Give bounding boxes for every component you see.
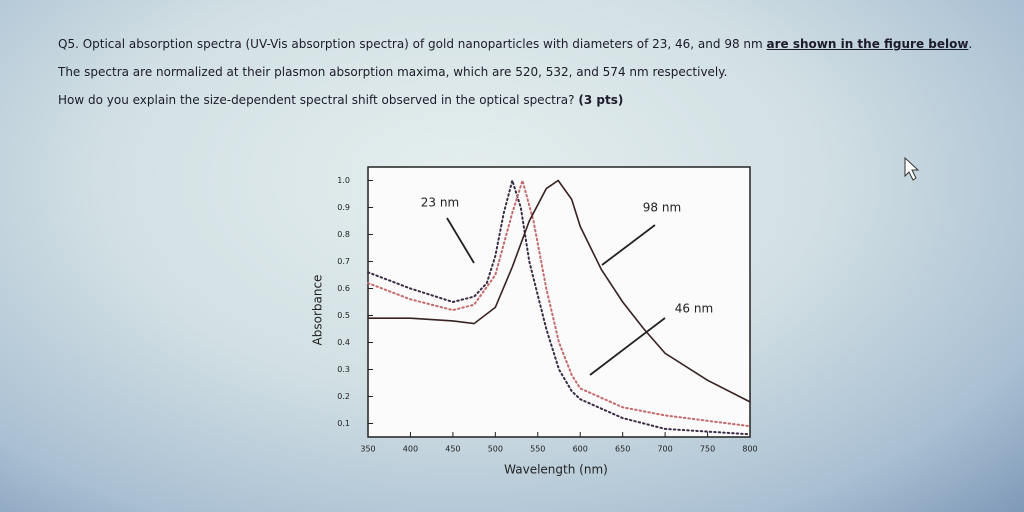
x-axis-label: Wavelength (nm) xyxy=(504,463,608,477)
y-tick-label: 0.9 xyxy=(337,203,350,212)
x-tick-label: 600 xyxy=(573,445,588,454)
x-tick-label: 550 xyxy=(530,445,545,454)
y-tick-label: 0.6 xyxy=(337,284,350,293)
y-tick-label: 0.2 xyxy=(337,392,350,401)
y-axis-label: Absorbance xyxy=(311,275,325,346)
y-tick-label: 0.7 xyxy=(337,257,350,266)
question-points: (3 pts) xyxy=(578,93,624,107)
question: Q5. Optical absorption spectra (UV-Vis a… xyxy=(58,30,988,114)
x-tick-label: 700 xyxy=(657,445,672,454)
question-lead: Q5. Optical absorption spectra (UV-Vis a… xyxy=(58,37,763,51)
y-tick-label: 0.5 xyxy=(337,311,350,320)
question-underlined: are shown in the figure below xyxy=(766,37,969,51)
question-ask: How do you explain the size-dependent sp… xyxy=(58,93,575,107)
y-tick-label: 0.4 xyxy=(337,338,350,347)
cursor xyxy=(904,156,920,181)
y-tick-label: 0.3 xyxy=(337,365,350,374)
series-line xyxy=(367,179,751,403)
x-tick-label: 350 xyxy=(360,445,375,454)
x-tick-label: 400 xyxy=(403,445,418,454)
x-tick-label: 500 xyxy=(488,445,503,454)
question-rest: . The spectra are normalized at their pl… xyxy=(58,37,973,79)
series-label: 23 nm xyxy=(421,196,459,210)
label-arrow xyxy=(446,217,475,264)
label-arrow xyxy=(601,224,656,266)
series-label: 98 nm xyxy=(643,201,681,215)
plot-frame xyxy=(367,166,751,438)
y-tick-label: 1.0 xyxy=(337,176,350,185)
y-tick-label: 0.8 xyxy=(337,230,350,239)
x-tick-label: 650 xyxy=(615,445,630,454)
x-tick-label: 450 xyxy=(445,445,460,454)
x-tick-label: 750 xyxy=(700,445,715,454)
series-line xyxy=(367,176,751,428)
x-tick-label: 800 xyxy=(742,445,757,454)
y-tick-label: 0.1 xyxy=(337,419,350,428)
series-label: 46 nm xyxy=(675,302,713,316)
label-arrow xyxy=(589,317,666,376)
